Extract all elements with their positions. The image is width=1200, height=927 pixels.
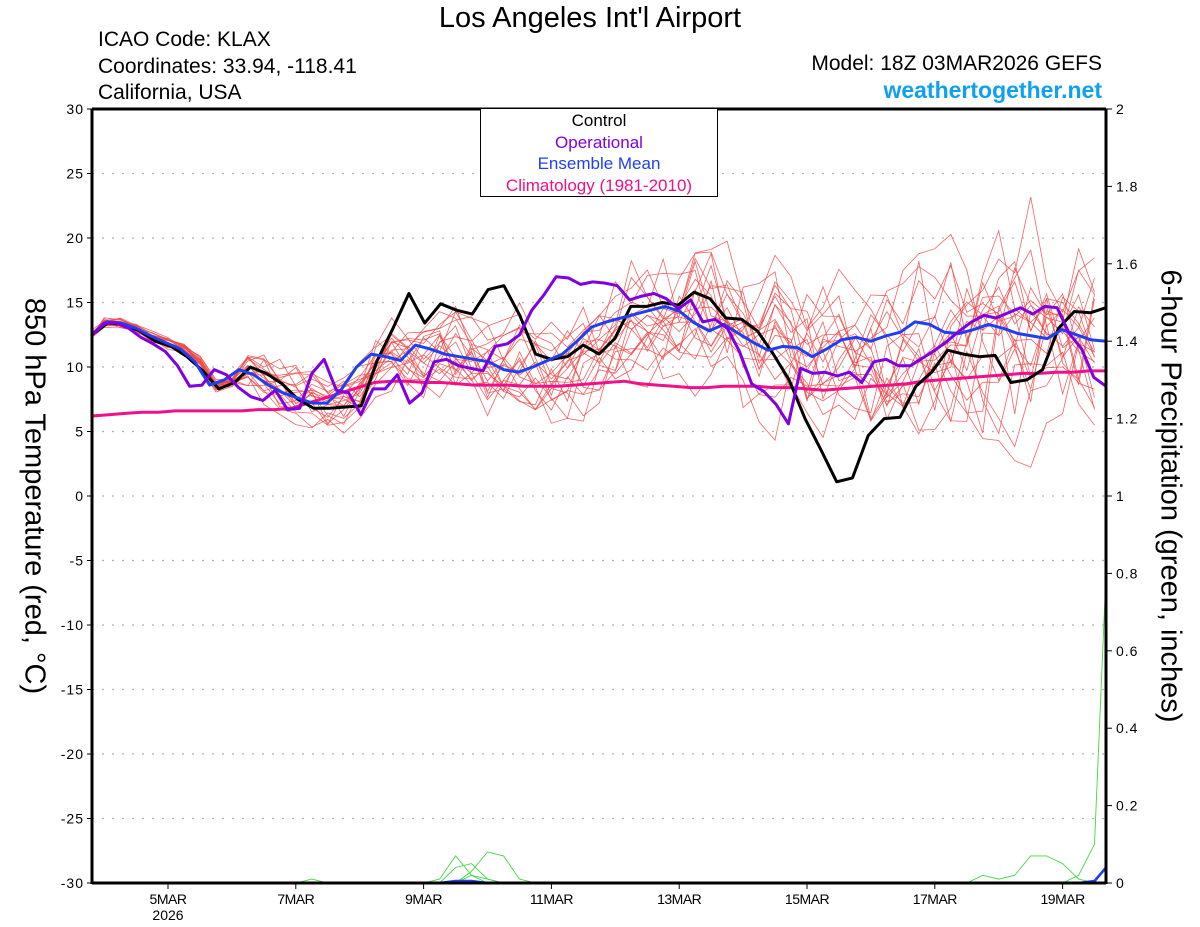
left-tick-label: 15	[66, 295, 84, 311]
legend-item-control: Control	[571, 111, 627, 130]
ensemble-member-line	[91, 229, 1095, 409]
x-tick-label: 11MAR	[530, 891, 574, 907]
precip-member-line	[966, 855, 1095, 884]
right-axis-label: 6-hour Precipitation (green, inches)	[1154, 269, 1187, 723]
legend-item-climatology: Climatology (1981-2010)	[505, 175, 693, 195]
right-tick-label: 0.6	[1116, 643, 1138, 659]
site-link[interactable]: weathertogether.net	[883, 77, 1102, 103]
series-line-climatology-1981-2010-	[91, 369, 1106, 418]
right-tick-label: 1.8	[1116, 178, 1138, 194]
left-tick-label: -15	[61, 682, 84, 698]
series-line-ensemble-mean	[91, 304, 1107, 405]
precip-member-line	[423, 855, 488, 884]
ensemble-member-line	[91, 260, 1095, 424]
left-tick-label: 30	[66, 101, 84, 117]
right-tick-label: 1.2	[1116, 411, 1138, 427]
precip-member-line	[455, 874, 504, 884]
chart-title: Los Angeles Int'l Airport	[438, 2, 742, 34]
left-tick-label: 5	[75, 424, 84, 440]
left-tick-label: -10	[61, 617, 84, 633]
x-tick-label: 9MAR	[405, 891, 442, 907]
precip-member-line	[1062, 573, 1107, 884]
left-tick-label: 20	[66, 230, 84, 246]
x-tick-label: 13MAR	[657, 891, 702, 907]
left-tick-label: 0	[75, 488, 84, 504]
left-tick-label: 25	[66, 166, 84, 182]
right-tick-label: 1.4	[1116, 333, 1138, 349]
legend-item-ensemble-mean: Ensemble Mean	[537, 154, 661, 173]
model-run: Model: 18Z 03MAR2026 GEFS	[811, 52, 1102, 75]
left-axis-ticks: 30 25 20 15 10 5 0 -5 -10 -15 -20 -25 -30	[61, 101, 92, 891]
ensemble-member-line	[91, 266, 1095, 418]
x-tick-label: 15MAR	[785, 891, 830, 907]
right-tick-label: 0	[1116, 875, 1125, 891]
legend: Control Operational Ensemble Mean Climat…	[480, 108, 718, 197]
right-tick-label: 1.6	[1116, 256, 1138, 272]
series-line-control	[91, 284, 1107, 484]
precip-member-line	[455, 851, 536, 884]
right-tick-label: 2	[1116, 101, 1125, 117]
ensemble-member-line	[91, 271, 1095, 468]
right-axis-ticks: 2 1.8 1.6 1.4 1.2 1 0.8 0.6 0.4 0.2 0	[1106, 101, 1138, 891]
coordinates: Coordinates: 33.94, -118.41	[98, 55, 357, 78]
left-tick-label: -25	[61, 811, 84, 827]
ensemble-member-line	[91, 264, 1095, 425]
right-tick-label: 0.8	[1116, 565, 1138, 581]
left-tick-label: -20	[61, 746, 84, 762]
right-tick-label: 0.4	[1116, 720, 1138, 736]
right-tick-label: 0.2	[1116, 798, 1138, 814]
ensemble-member-line	[91, 247, 1095, 439]
precip-mean-line	[92, 866, 1107, 885]
precip-members	[92, 573, 1107, 885]
x-tick-label: 19MAR	[1041, 891, 1086, 907]
left-tick-label: 10	[66, 359, 84, 375]
main-series	[90, 275, 1107, 484]
legend-item-operational: Operational	[555, 132, 643, 152]
right-tick-label: 1	[1116, 488, 1125, 504]
x-tick-label: 5MAR	[150, 891, 187, 907]
left-tick-label: -30	[61, 875, 84, 891]
region: California, USA	[98, 81, 242, 104]
left-axis-label: 850 hPa Temperature (red, °C)	[18, 297, 51, 695]
x-tick-label: 17MAR	[913, 891, 958, 907]
x-tick-sublabel: 2026	[152, 907, 183, 923]
gridlines	[92, 172, 1106, 820]
x-tick-label: 7MAR	[277, 891, 314, 907]
series-line-operational	[90, 275, 1107, 426]
left-tick-label: -5	[70, 553, 84, 569]
icao-code: ICAO Code: KLAX	[98, 28, 271, 51]
